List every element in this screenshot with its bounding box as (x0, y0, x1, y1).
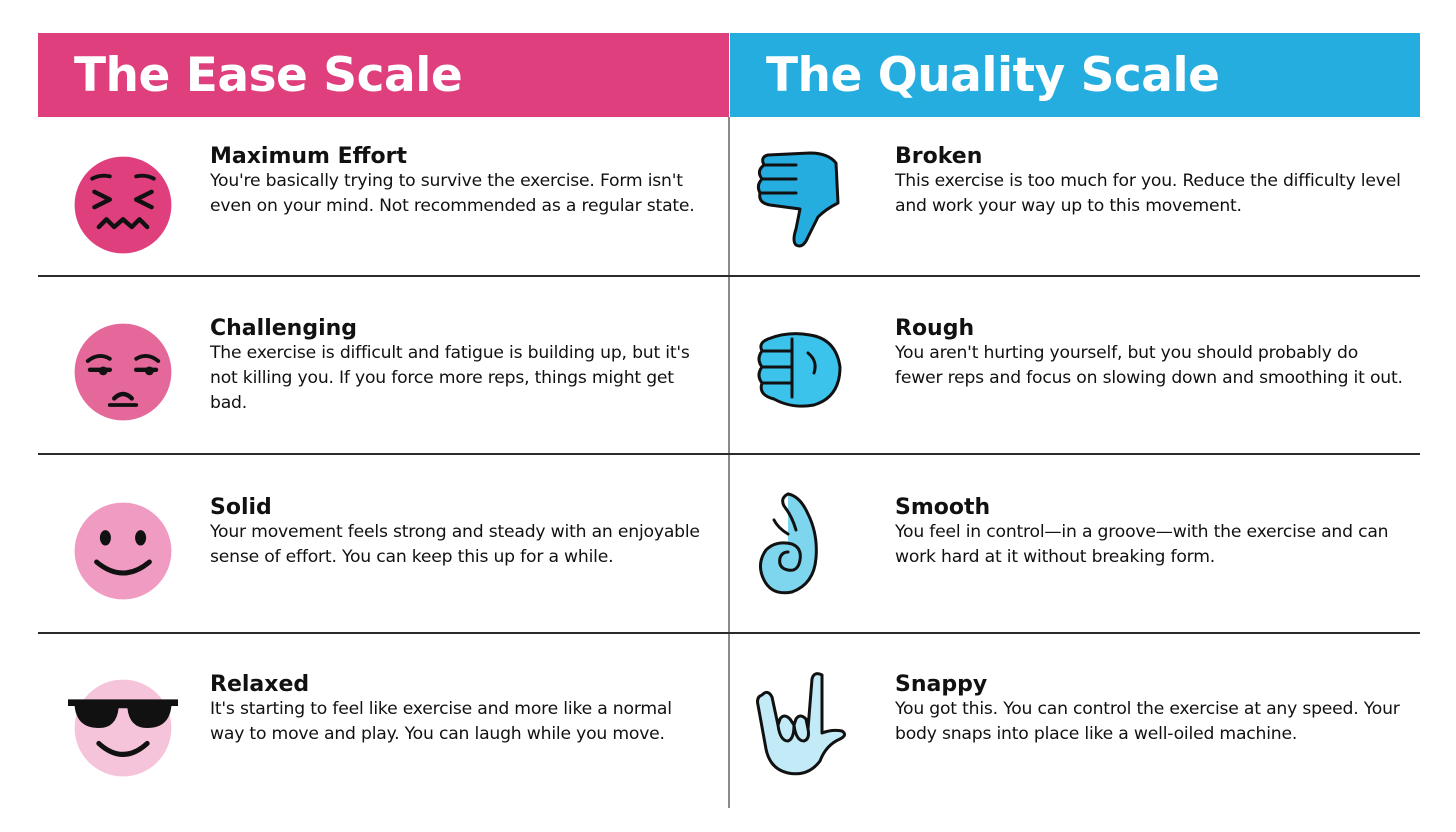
confounded-face-icon (74, 156, 172, 254)
ease-item-title: Maximum Effort (210, 144, 407, 169)
ease-item-description: The exercise is difficult and fatigue is… (210, 343, 690, 413)
column-divider (728, 117, 730, 808)
row-divider (38, 275, 1420, 277)
ease-item-solid: Solid Your movement feels strong and ste… (38, 496, 728, 646)
quality-item-title: Broken (895, 144, 983, 169)
quality-item-broken: Broken This exercise is too much for you… (730, 145, 1420, 295)
ease-item-title: Solid (210, 495, 272, 520)
ease-item-challenging: Challenging The exercise is difficult an… (38, 317, 728, 467)
ease-item-relaxed: Relaxed It's starting to feel like exerc… (38, 673, 728, 823)
quality-item-description: You got this. You can control the exerci… (895, 699, 1400, 744)
ease-item-maximum-effort: Maximum Effort You're basically trying t… (38, 145, 728, 295)
scale-row-3: Solid Your movement feels strong and ste… (38, 492, 1420, 646)
ease-scale-header: The Ease Scale (38, 33, 729, 117)
scale-row-2: Challenging The exercise is difficult an… (38, 317, 1420, 467)
quality-item-title: Snappy (895, 672, 988, 697)
fist-icon (757, 332, 842, 408)
rock-on-hand-icon (756, 672, 847, 776)
scales-infographic: The Ease Scale The Quality Scale Maximum… (38, 33, 1420, 808)
quality-item-title: Smooth (895, 495, 991, 520)
ease-item-title: Relaxed (210, 672, 310, 697)
quality-item-description: You aren't hurting yourself, but you sho… (895, 343, 1403, 388)
quality-item-smooth: Smooth You feel in control—in a groove—w… (730, 492, 1420, 646)
ok-hand-icon (759, 492, 818, 595)
ease-item-description: You're basically trying to survive the e… (210, 171, 695, 216)
quality-item-snappy: Snappy You got this. You can control the… (730, 672, 1420, 823)
ease-item-title: Challenging (210, 316, 358, 341)
scale-row-4: Relaxed It's starting to feel like exerc… (38, 672, 1420, 823)
quality-item-description: This exercise is too much for you. Reduc… (895, 171, 1401, 216)
ease-item-description: It's starting to feel like exercise and … (210, 699, 672, 744)
quality-item-description: You feel in control—in a groove—with the… (895, 522, 1389, 567)
sunglasses-face-icon (68, 679, 178, 777)
row-divider (38, 632, 1420, 634)
quality-item-title: Rough (895, 316, 975, 341)
quality-item-rough: Rough You aren't hurting yourself, but y… (730, 317, 1420, 467)
thumbs-down-icon (756, 151, 840, 248)
smiling-face-icon (74, 502, 172, 600)
unamused-face-icon (74, 323, 172, 421)
quality-scale-header: The Quality Scale (730, 33, 1420, 117)
row-divider (38, 453, 1420, 455)
ease-item-description: Your movement feels strong and steady wi… (210, 522, 700, 567)
ease-scale-title: The Ease Scale (74, 47, 463, 103)
scale-row-1: Maximum Effort You're basically trying t… (38, 145, 1420, 295)
quality-scale-title: The Quality Scale (766, 47, 1220, 103)
